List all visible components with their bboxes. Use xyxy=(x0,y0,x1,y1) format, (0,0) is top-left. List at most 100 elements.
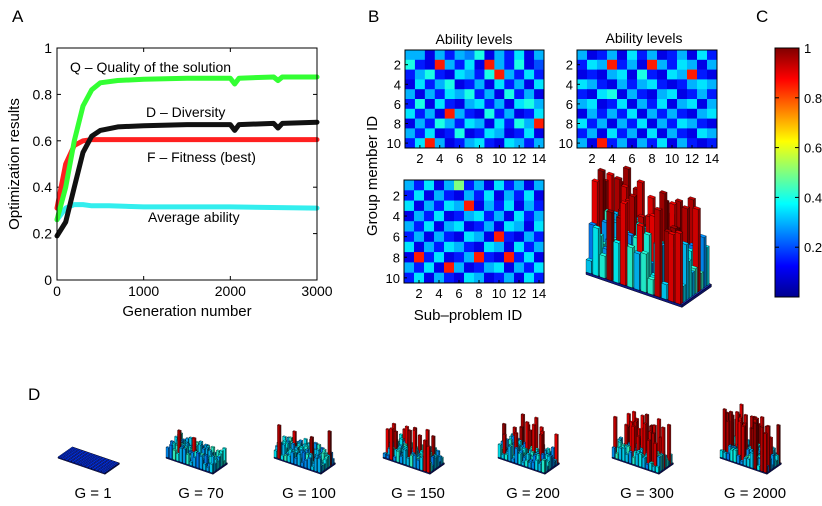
heatmap-cell xyxy=(677,79,688,90)
bar3d-cell xyxy=(98,459,103,462)
heatmap-cell xyxy=(524,221,535,232)
heatmap-cell xyxy=(484,118,495,129)
heatmap-cell xyxy=(474,210,485,222)
heatmap-cell xyxy=(647,108,658,119)
heatmap-frame xyxy=(576,49,718,149)
bar3d-cell xyxy=(75,450,81,453)
heatmap-cell xyxy=(484,272,495,284)
bar3d-bar-top xyxy=(597,167,606,172)
heatmap-cell xyxy=(514,89,525,100)
bar3d-cell xyxy=(86,464,91,467)
bar3d-bar-front xyxy=(287,455,291,463)
heatmap-cell xyxy=(514,200,525,212)
bar3d-bar-top xyxy=(621,446,627,449)
colorbar-tick-label: 0.4 xyxy=(804,190,822,205)
heatmap-cell xyxy=(697,118,708,129)
heatmap-cell xyxy=(405,79,416,90)
bar3d-cell xyxy=(98,469,103,472)
bar3d-cell xyxy=(60,454,65,457)
bar3d-bar-top xyxy=(290,442,296,445)
heatmap-cell xyxy=(494,99,505,110)
bar3d-cell xyxy=(82,452,87,455)
heatmap-cell xyxy=(637,50,648,61)
bar3d-cell xyxy=(96,460,101,463)
heatmap-cell xyxy=(474,89,485,100)
bar3d-cell xyxy=(80,450,86,453)
bar3d-bar-top xyxy=(282,435,287,438)
bar3d-bar-top xyxy=(322,448,327,451)
bar3d-cell xyxy=(97,463,102,466)
heatmap-cell xyxy=(464,79,475,90)
generation-label: G = 150 xyxy=(391,485,445,502)
bar3d-cell xyxy=(97,466,102,469)
heatmap-cell xyxy=(647,99,658,110)
heatmap-cell xyxy=(474,50,485,61)
heatmap-cell xyxy=(577,99,588,110)
bar3d-bar-side xyxy=(429,445,431,474)
heatmap-cell xyxy=(494,252,505,263)
heatmap-cell xyxy=(414,200,425,212)
heatmap-cell xyxy=(494,118,505,129)
bar3d-bar-top xyxy=(742,422,748,424)
bar3d-bar-top xyxy=(183,445,189,448)
heatmap-cell xyxy=(474,118,485,129)
heatmap-cell xyxy=(414,69,426,80)
bar3d-bar-front xyxy=(317,457,321,474)
heatmap-cell xyxy=(404,221,415,232)
heatmap-x-tick-label: 8 xyxy=(476,151,483,166)
heatmap-cell xyxy=(617,69,628,80)
bar3d-bar-side xyxy=(217,460,220,470)
bar3d-bar-front xyxy=(209,463,213,474)
bar3d-bar-top xyxy=(304,448,310,451)
bar3d-bar-front xyxy=(736,455,740,464)
generation-label: G = 200 xyxy=(506,485,560,502)
bar3d-cell xyxy=(83,458,88,461)
bar3d-bar-top xyxy=(514,446,519,449)
bar3d-bar-top xyxy=(763,432,768,435)
bar3d-bar-front xyxy=(763,432,767,474)
bar3d-bar-top xyxy=(611,446,617,449)
heatmap-cell xyxy=(464,108,475,119)
heatmap-cell xyxy=(697,69,708,80)
heatmap-cell xyxy=(587,138,598,149)
heatmap-cell xyxy=(424,138,436,149)
heatmap-cell xyxy=(514,118,525,129)
bar3d-bar-front xyxy=(760,426,764,472)
bar3d-bar-front xyxy=(399,455,403,464)
bar3d-bar-top xyxy=(391,422,397,425)
heatmap-cell xyxy=(444,79,455,90)
bar3d-bar-top xyxy=(210,455,216,458)
heatmap-cell xyxy=(587,118,598,129)
bar3d-cell xyxy=(100,464,105,467)
heatmap-cell xyxy=(524,272,535,284)
bar3d-bar-top xyxy=(659,453,665,456)
heatmap-cell xyxy=(494,221,505,232)
bar3d-bar-top xyxy=(314,453,320,456)
heatmap-cell xyxy=(454,50,465,61)
heatmap-cell xyxy=(405,138,416,149)
generation-label: G = 300 xyxy=(620,485,674,502)
heatmap-cell xyxy=(587,128,598,139)
heatmap-cell xyxy=(514,79,525,90)
heatmap-cell xyxy=(454,128,465,139)
bar3d-cell xyxy=(68,455,74,458)
bar3d-cell xyxy=(87,455,93,458)
heatmap-cell xyxy=(534,272,545,284)
heatmap-cell xyxy=(454,221,465,232)
heatmap-cell xyxy=(434,128,446,139)
bar3d-bar-top xyxy=(651,431,656,434)
bar3d-cell xyxy=(74,451,79,454)
bar3d-bar-top xyxy=(277,424,282,427)
heatmap-cell xyxy=(464,221,475,232)
bar3d-bar-side xyxy=(436,455,438,469)
bar3d-bar-top xyxy=(606,171,615,176)
bar3d-bar-top xyxy=(198,440,204,443)
heatmap-cell xyxy=(434,118,446,129)
bar3d-bar-front xyxy=(531,461,535,470)
bar3d-bar-top xyxy=(655,465,660,468)
bar3d-bar-side xyxy=(440,455,443,466)
bar3d-bar-top xyxy=(294,448,300,451)
bar3d-bar-top xyxy=(205,445,211,448)
bar3d-bar-top xyxy=(315,448,321,451)
